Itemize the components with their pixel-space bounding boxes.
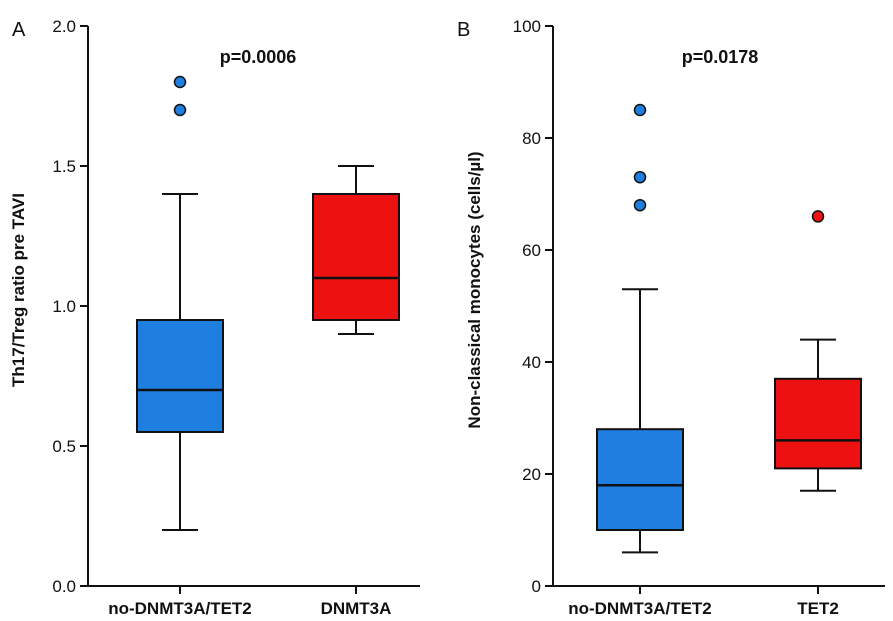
panel-1-box-1-iqr-box — [774, 377, 862, 470]
panel-0-box-0-iqr-box — [136, 319, 224, 433]
panel-0-letter: A — [12, 19, 26, 41]
panel-0-box-0-outlier-1 — [173, 75, 187, 89]
panel-0-ytick-label-2: 1.0 — [52, 297, 76, 316]
panel-1-box-0-outlier-0 — [633, 198, 647, 212]
panel-1-box-1-outlier-0 — [811, 210, 825, 223]
panel-0-ytick-label-0: 0.0 — [52, 577, 76, 596]
panel-0-ytick-label-1: 0.5 — [52, 437, 76, 456]
panel-1-ytick-label-1: 20 — [522, 465, 541, 484]
panel-0-ytick-label-3: 1.5 — [52, 157, 76, 176]
panel-1-ytick-label-0: 0 — [532, 577, 541, 596]
panel-1-letter: B — [457, 19, 470, 41]
panel-0-category-label-0: no-DNMT3A/TET2 — [108, 599, 252, 618]
panel-1-box-0-iqr-box — [596, 428, 684, 532]
panel-1-p-value: p=0.0178 — [682, 47, 759, 67]
panel-1-ytick-label-3: 60 — [522, 241, 541, 260]
panel-1-category-label-1: TET2 — [797, 599, 839, 618]
panel-0-box-1-iqr-box — [312, 193, 400, 321]
panel-1-box-0-outlier-2 — [633, 103, 647, 117]
panel-0-ytick-label-4: 2.0 — [52, 17, 76, 36]
panel-1-box-0-outlier-1 — [633, 170, 647, 184]
panel-0-y-axis-title: Th17/Treg ratio pre TAVI — [9, 193, 28, 387]
panel-0-p-value: p=0.0006 — [220, 47, 297, 67]
panel-1-ytick-label-5: 100 — [513, 17, 541, 36]
panel-0-category-label-1: DNMT3A — [321, 599, 392, 618]
panel-0-box-0-outlier-0 — [173, 103, 187, 117]
panel-1-y-axis-title: Non-classical monocytes (cells/µl) — [465, 151, 484, 428]
panel-1-ytick-label-4: 80 — [522, 129, 541, 148]
panel-1-ytick-label-2: 40 — [522, 353, 541, 372]
panel-1-category-label-0: no-DNMT3A/TET2 — [568, 599, 712, 618]
